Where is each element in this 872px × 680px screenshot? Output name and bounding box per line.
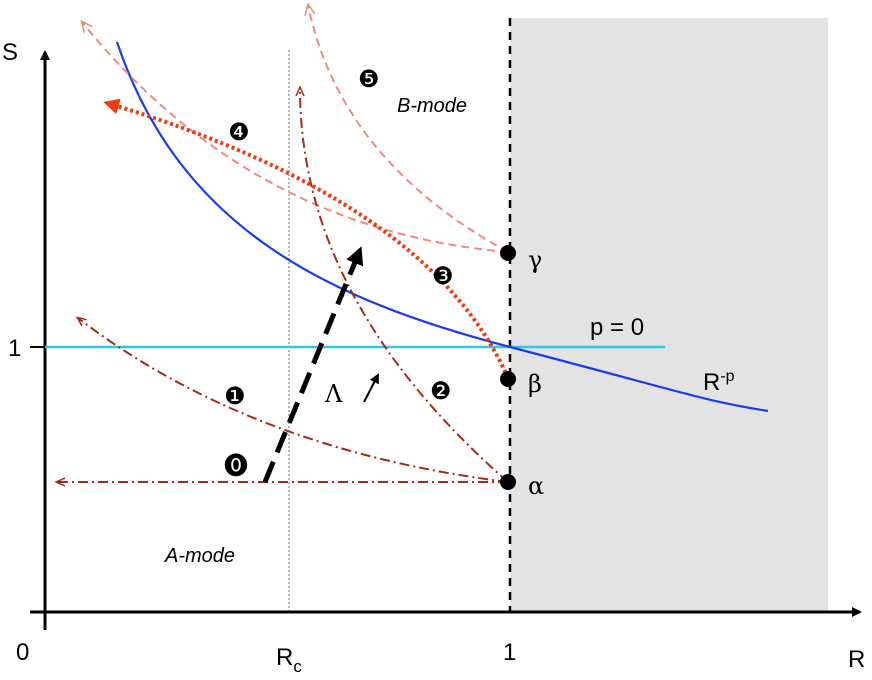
y-one: 1 (8, 335, 21, 362)
gamma-label: γ (528, 246, 542, 274)
lambda-small-arrow (363, 373, 379, 403)
path-marker: ❺ (358, 65, 380, 93)
path-marker: ❷ (430, 377, 452, 405)
point-beta (500, 371, 516, 387)
region (510, 18, 828, 612)
point-gamma (500, 245, 516, 261)
b-mode: B-mode (397, 95, 467, 117)
beta-label: β (528, 370, 542, 398)
p0-label: p = 0 (590, 314, 644, 341)
path-marker: ❹ (228, 118, 250, 146)
y-label: S (2, 39, 18, 66)
lambda-label: Λ (324, 380, 343, 408)
x-label: R (848, 646, 865, 673)
path-3 (103, 98, 510, 379)
rp-sup: -p (720, 368, 734, 385)
path-4 (82, 22, 509, 253)
lambda-arrow (262, 246, 364, 483)
x-one: 1 (503, 639, 516, 666)
a-mode: A-mode (164, 545, 235, 567)
path-marker: ⓿ (224, 452, 248, 480)
path-5 (308, 5, 509, 253)
rc: R (276, 644, 293, 671)
path-2 (300, 88, 509, 483)
rp-curve (115, 41, 769, 413)
rp-label: R-p (703, 368, 735, 396)
point-alpha (500, 474, 516, 490)
path-marker: ❶ (224, 382, 246, 410)
rc-sub: c (293, 657, 302, 675)
path-marker: ❸ (432, 262, 454, 290)
path-1 (78, 318, 509, 483)
origin: 0 (16, 639, 29, 666)
rp: R (703, 369, 720, 396)
alpha-label: α (528, 472, 544, 500)
rc-label: Rc (276, 644, 302, 675)
